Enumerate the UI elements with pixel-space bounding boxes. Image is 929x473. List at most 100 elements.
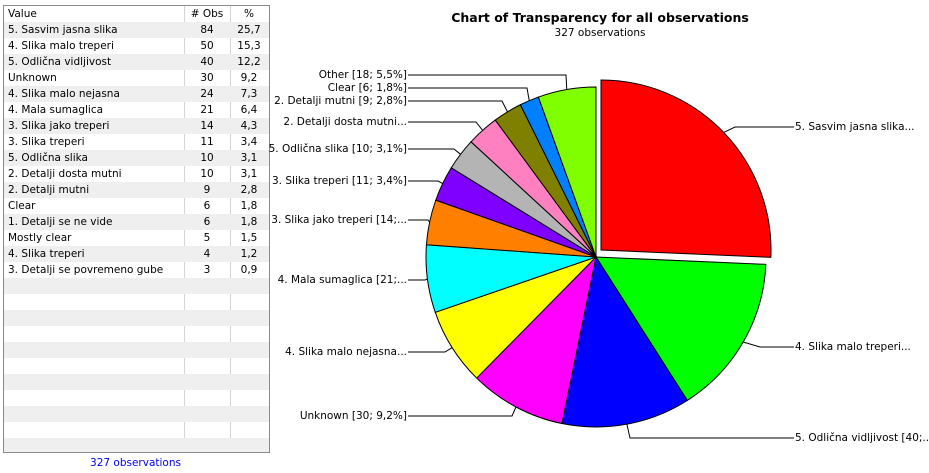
- table-row[interactable]: 3. Detalji se povremeno gube 3 0,9: [4, 262, 269, 278]
- slice-label: 4. Mala sumaglica [21;...: [277, 274, 407, 286]
- table-row[interactable]: Mostly clear 5 1,5: [4, 230, 269, 246]
- leader-line: [408, 148, 461, 155]
- cell-pct: 3,4: [240, 136, 258, 148]
- cell-value: 4. Slika malo nejasna: [8, 88, 120, 100]
- table-row[interactable]: Unknown 30 9,2: [4, 70, 269, 86]
- table-row[interactable]: 4. Slika malo treperi 50 15,3: [4, 38, 269, 54]
- table-row[interactable]: 2. Detalji dosta mutni 10 3,1: [4, 166, 269, 182]
- slice-label: Unknown [30; 9,2%]: [299, 410, 407, 422]
- header-value[interactable]: Value: [8, 8, 37, 20]
- cell-value: 3. Detalji se povremeno gube: [8, 264, 164, 276]
- cell-pct: 9,2: [240, 72, 258, 84]
- cell-pct: 0,9: [240, 264, 258, 276]
- cell-pct: 15,3: [237, 40, 261, 52]
- cell-value: 4. Slika treperi: [8, 248, 85, 260]
- slice-label: Other [18; 5,5%]: [318, 69, 407, 81]
- cell-pct: 7,3: [240, 88, 258, 100]
- cell-pct: 3,1: [240, 152, 258, 164]
- pie-slice[interactable]: [561, 255, 688, 428]
- cell-pct: 2,8: [240, 184, 258, 196]
- slice-label: 2. Detalji mutni [9; 2,8%]: [274, 95, 407, 107]
- slice-label: 4. Slika malo nejasna...: [285, 346, 407, 358]
- table-row[interactable]: 5. Odlična slika 10 3,1: [4, 150, 269, 166]
- cell-obs: 40: [200, 56, 214, 68]
- table-row[interactable]: [4, 310, 269, 326]
- table-row[interactable]: [4, 342, 269, 358]
- cell-value: 1. Detalji se ne vide: [8, 216, 113, 228]
- table-row[interactable]: [4, 374, 269, 390]
- cell-obs: 21: [200, 104, 214, 116]
- cell-obs: 30: [200, 72, 214, 84]
- table-row[interactable]: 2. Detalji mutni 9 2,8: [4, 182, 269, 198]
- table-header: Value # Obs %: [4, 6, 269, 22]
- cell-pct: 25,7: [237, 24, 261, 36]
- cell-pct: 1,2: [240, 248, 258, 260]
- slice-label: 3. Slika treperi [11; 3,4%]: [272, 175, 407, 187]
- cell-obs: 6: [203, 200, 211, 212]
- table-row[interactable]: 4. Mala sumaglica 21 6,4: [4, 102, 269, 118]
- cell-value: Clear: [8, 200, 36, 212]
- leader-line: [743, 341, 794, 348]
- slice-label: Clear [6; 1,8%]: [327, 82, 407, 94]
- header-pct[interactable]: %: [244, 8, 254, 20]
- cell-value: Mostly clear: [8, 232, 72, 244]
- cell-obs: 11: [200, 136, 214, 148]
- cell-obs: 10: [200, 152, 214, 164]
- cell-pct: 6,4: [240, 104, 258, 116]
- cell-value: 4. Mala sumaglica: [8, 104, 104, 116]
- cell-pct: 1,8: [240, 200, 258, 212]
- table-row[interactable]: 5. Sasvim jasna slika 84 25,7: [4, 22, 269, 38]
- slice-label: 4. Slika malo treperi...: [795, 341, 911, 353]
- pie-slice[interactable]: [600, 79, 772, 258]
- leader-line: [408, 278, 428, 281]
- table-row[interactable]: 4. Slika treperi 4 1,2: [4, 246, 269, 262]
- cell-value: 2. Detalji mutni: [8, 184, 90, 196]
- leader-line: [408, 87, 530, 101]
- cell-value: 3. Slika treperi: [8, 136, 85, 148]
- frequency-table: Value # Obs % 5. Sasvim jasna slika 84 25,…: [3, 5, 270, 453]
- cell-pct: 1,8: [240, 216, 258, 228]
- table-row[interactable]: [4, 406, 269, 422]
- cell-obs: 3: [203, 264, 211, 276]
- slice-label: 5. Odlična slika [10; 3,1%]: [268, 143, 407, 155]
- cell-obs: 6: [203, 216, 211, 228]
- cell-obs: 50: [200, 40, 214, 52]
- leader-line: [723, 126, 794, 133]
- table-row[interactable]: 3. Slika jako treperi 14 4,3: [4, 118, 269, 134]
- table-row[interactable]: [4, 438, 269, 452]
- cell-pct: 1,5: [240, 232, 258, 244]
- cell-obs: 24: [200, 88, 214, 100]
- cell-obs: 10: [200, 168, 214, 180]
- chart-subtitle: 327 observations: [554, 27, 646, 39]
- cell-value: Unknown: [8, 72, 57, 84]
- leader-line: [626, 424, 794, 439]
- leader-line: [408, 100, 508, 113]
- header-obs[interactable]: # Obs: [190, 8, 224, 20]
- cell-obs: 84: [200, 24, 214, 36]
- cell-value: 4. Slika malo treperi: [8, 40, 114, 52]
- cell-obs: 14: [200, 120, 214, 132]
- cell-pct: 4,3: [240, 120, 258, 132]
- cell-pct: 12,2: [237, 56, 261, 68]
- cell-obs: 9: [203, 184, 211, 196]
- leader-line: [408, 74, 568, 90]
- table-row[interactable]: Clear 6 1,8: [4, 198, 269, 214]
- cell-value: 5. Sasvim jasna slika: [8, 24, 118, 36]
- table-row[interactable]: 5. Odlična vidljivost 40 12,2: [4, 54, 269, 70]
- slice-label: 2. Detalji dosta mutni...: [283, 116, 407, 128]
- table-row[interactable]: 4. Slika malo nejasna 24 7,3: [4, 86, 269, 102]
- table-row[interactable]: 3. Slika treperi 11 3,4: [4, 134, 269, 150]
- observations-count: 327 observations: [90, 457, 181, 469]
- table-row[interactable]: 1. Detalji se ne vide 6 1,8: [4, 214, 269, 230]
- cell-obs: 4: [203, 248, 211, 260]
- cell-value: 5. Odlična vidljivost: [8, 56, 112, 68]
- cell-value: 5. Odlična slika: [8, 152, 88, 164]
- leader-line: [408, 406, 517, 417]
- slice-label: 3. Slika jako treperi [14;...: [271, 214, 407, 226]
- leader-line: [408, 347, 453, 353]
- slice-label: 5. Sasvim jasna slika...: [795, 121, 915, 133]
- table-row[interactable]: [4, 278, 269, 294]
- leader-line: [408, 219, 431, 223]
- leader-line: [408, 180, 443, 184]
